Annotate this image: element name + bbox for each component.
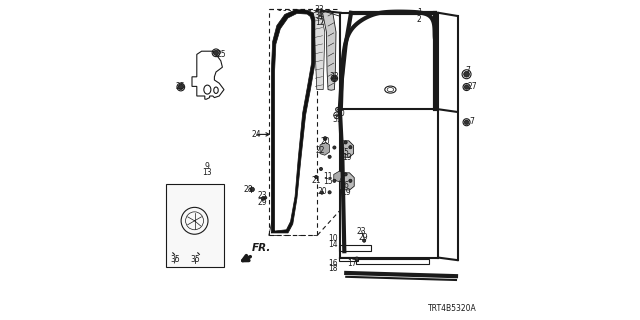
Text: 29: 29 bbox=[257, 198, 268, 207]
FancyBboxPatch shape bbox=[166, 184, 224, 267]
Text: 20: 20 bbox=[317, 188, 328, 196]
Text: 35: 35 bbox=[190, 255, 200, 264]
Circle shape bbox=[262, 196, 266, 200]
Text: 13: 13 bbox=[202, 168, 212, 177]
Text: 6: 6 bbox=[343, 181, 348, 190]
Text: 8: 8 bbox=[317, 12, 323, 20]
Text: 11: 11 bbox=[323, 172, 333, 180]
Polygon shape bbox=[340, 173, 355, 190]
Text: 4: 4 bbox=[339, 176, 344, 185]
Text: 19: 19 bbox=[342, 153, 352, 162]
Text: 19: 19 bbox=[340, 188, 351, 197]
Text: 2: 2 bbox=[417, 15, 422, 24]
Text: 9: 9 bbox=[205, 162, 210, 171]
Text: 21: 21 bbox=[312, 176, 321, 185]
Text: 17: 17 bbox=[347, 259, 357, 268]
Text: 15: 15 bbox=[323, 177, 333, 186]
Circle shape bbox=[336, 114, 339, 116]
Text: 14: 14 bbox=[328, 240, 339, 249]
Circle shape bbox=[355, 257, 359, 261]
Text: 3: 3 bbox=[339, 143, 344, 152]
Text: 18: 18 bbox=[329, 264, 338, 273]
Text: 33: 33 bbox=[314, 5, 324, 14]
Text: FR.: FR. bbox=[252, 244, 271, 253]
Circle shape bbox=[323, 137, 327, 140]
Text: 24: 24 bbox=[251, 130, 261, 139]
Polygon shape bbox=[271, 10, 315, 233]
Circle shape bbox=[250, 187, 255, 192]
Circle shape bbox=[178, 84, 184, 90]
Text: 29: 29 bbox=[358, 233, 368, 242]
Text: 7: 7 bbox=[465, 66, 470, 75]
Circle shape bbox=[332, 76, 337, 81]
Circle shape bbox=[264, 196, 267, 199]
Text: 27: 27 bbox=[467, 82, 477, 91]
Text: 34: 34 bbox=[314, 11, 324, 20]
Circle shape bbox=[344, 141, 348, 144]
Polygon shape bbox=[323, 10, 336, 90]
Text: 23: 23 bbox=[257, 191, 268, 200]
Text: 10: 10 bbox=[328, 234, 339, 243]
Text: 35: 35 bbox=[170, 255, 180, 264]
Text: 7: 7 bbox=[470, 117, 474, 126]
Circle shape bbox=[319, 167, 323, 171]
Text: 22: 22 bbox=[316, 146, 324, 155]
Polygon shape bbox=[314, 10, 325, 90]
Text: 32: 32 bbox=[330, 72, 339, 81]
Circle shape bbox=[333, 179, 336, 182]
Text: 16: 16 bbox=[328, 259, 339, 268]
Circle shape bbox=[333, 146, 336, 149]
Text: 1: 1 bbox=[417, 8, 422, 17]
Circle shape bbox=[314, 175, 317, 179]
Circle shape bbox=[344, 173, 348, 176]
Text: 5: 5 bbox=[343, 148, 348, 156]
Text: TRT4B5320A: TRT4B5320A bbox=[428, 304, 477, 313]
Text: 20: 20 bbox=[321, 137, 331, 146]
Circle shape bbox=[463, 71, 470, 77]
Circle shape bbox=[328, 191, 332, 194]
Circle shape bbox=[321, 191, 324, 194]
Text: 28: 28 bbox=[243, 185, 253, 194]
Circle shape bbox=[464, 120, 468, 124]
Text: 25: 25 bbox=[217, 50, 227, 59]
Text: 30: 30 bbox=[335, 109, 345, 118]
Text: 25: 25 bbox=[176, 82, 186, 91]
Circle shape bbox=[349, 146, 352, 149]
Circle shape bbox=[362, 239, 366, 242]
Circle shape bbox=[328, 155, 332, 158]
Polygon shape bbox=[320, 142, 330, 155]
Text: 12: 12 bbox=[316, 18, 324, 27]
Polygon shape bbox=[334, 171, 344, 182]
Circle shape bbox=[349, 179, 352, 182]
Text: 31: 31 bbox=[333, 115, 342, 124]
Text: 23: 23 bbox=[356, 228, 367, 236]
Polygon shape bbox=[340, 141, 354, 157]
Circle shape bbox=[214, 50, 219, 55]
Circle shape bbox=[464, 85, 468, 89]
